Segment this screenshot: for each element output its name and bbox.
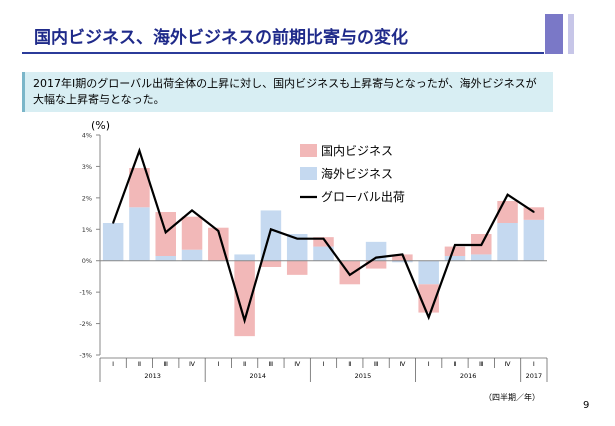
overseas-bar [523,219,545,261]
global-shipments-point [375,256,377,259]
global-shipments-point [191,209,193,212]
y-tick-label: -3% [79,352,92,360]
global-shipments-point [506,193,509,196]
domestic-bar [523,207,545,220]
domestic-bar [181,216,203,250]
y-tick-label: 1% [82,226,92,234]
year-label: 2017 [526,372,543,380]
global-shipments-point [243,319,246,322]
legend-label-domestic: 国内ビジネス [321,144,393,158]
legend-label-global: グローバル出荷 [321,190,405,204]
legend-label-overseas: 海外ビジネス [321,166,393,181]
quarter-label: Ⅳ [294,360,300,368]
quarter-label: Ⅳ [505,360,511,368]
title-bar: 国内ビジネス、海外ビジネスの前期比寄与の変化 [22,18,544,54]
title-accent-stripe [568,14,574,54]
domestic-bar [208,227,229,261]
domestic-bar [313,237,334,247]
quarter-label: Ⅰ [217,360,219,368]
global-shipments-point [401,253,404,256]
quarter-label: Ⅳ [399,360,405,368]
title-accent-block [545,14,563,54]
year-label: 2016 [460,372,477,380]
slide-title: 国内ビジネス、海外ビジネスの前期比寄与の変化 [34,28,408,48]
year-label: 2014 [249,372,266,380]
y-tick-label: -1% [79,289,92,297]
global-shipments-point [454,244,456,246]
overseas-bar [181,249,203,261]
overseas-bar [129,207,150,261]
domestic-bar [129,168,150,208]
summary-text: 2017年Ⅰ期のグローバル出荷全体の上昇に対し、国内ビジネスも上昇寄与となったが… [33,77,537,106]
global-shipments-point [296,237,299,240]
domestic-bar [155,212,176,256]
y-tick-label: 3% [82,163,92,171]
y-tick-label: 4% [82,132,92,140]
quarter-label: Ⅰ [533,360,535,368]
quarter-label: Ⅲ [374,360,378,368]
y-tick-label: 2% [82,194,92,202]
legend-swatch-domestic [300,144,317,157]
quarter-label: Ⅲ [163,360,167,368]
global-shipments-point [112,222,114,224]
global-shipments-point [164,231,167,234]
quarter-label: Ⅲ [479,360,483,368]
global-shipments-point [322,237,325,240]
year-label: 2015 [355,372,372,380]
quarter-label: Ⅱ [453,360,456,368]
quarter-label: Ⅰ [112,360,114,368]
quarter-label: Ⅱ [138,360,141,368]
overseas-bar [102,223,124,261]
overseas-bar [313,246,334,261]
global-shipments-point [427,316,430,319]
quarter-label: Ⅱ [243,360,246,368]
quarter-label: Ⅲ [269,360,273,368]
global-shipments-point [217,230,220,232]
overseas-bar [497,223,518,261]
global-shipments-point [348,274,351,276]
domestic-bar [286,260,308,275]
summary-box: 2017年Ⅰ期のグローバル出荷全体の上昇に対し、国内ビジネスも上昇寄与となったが… [22,72,553,112]
y-unit-label: (%) [91,119,110,132]
overseas-bar [471,254,492,261]
y-tick-label: -2% [79,320,92,328]
quarter-label: Ⅱ [348,360,351,368]
overseas-bar [155,256,176,261]
overseas-bar [418,260,439,285]
domestic-bar [392,254,413,261]
overseas-bar [234,254,255,261]
y-tick-label: 0% [82,257,92,265]
page-number: 9 [583,400,590,411]
domestic-bar [497,201,518,223]
domestic-bar [234,260,255,337]
year-label: 2013 [144,372,161,380]
quarter-label: Ⅰ [323,360,325,368]
domestic-bar [260,260,282,267]
domestic-bar [444,246,466,256]
quarter-label: Ⅰ [428,360,430,368]
overseas-bar [392,260,413,263]
quarter-label: Ⅳ [189,360,195,368]
legend-swatch-overseas [300,167,317,180]
global-shipments-point [270,228,272,231]
overseas-bar [286,234,308,261]
global-shipments-point [138,149,141,152]
x-unit-label: （四半期／年） [484,392,540,402]
overseas-bar [444,256,466,261]
domestic-bar [365,260,387,269]
global-shipments-point [480,244,483,246]
global-shipments-point [533,211,535,213]
